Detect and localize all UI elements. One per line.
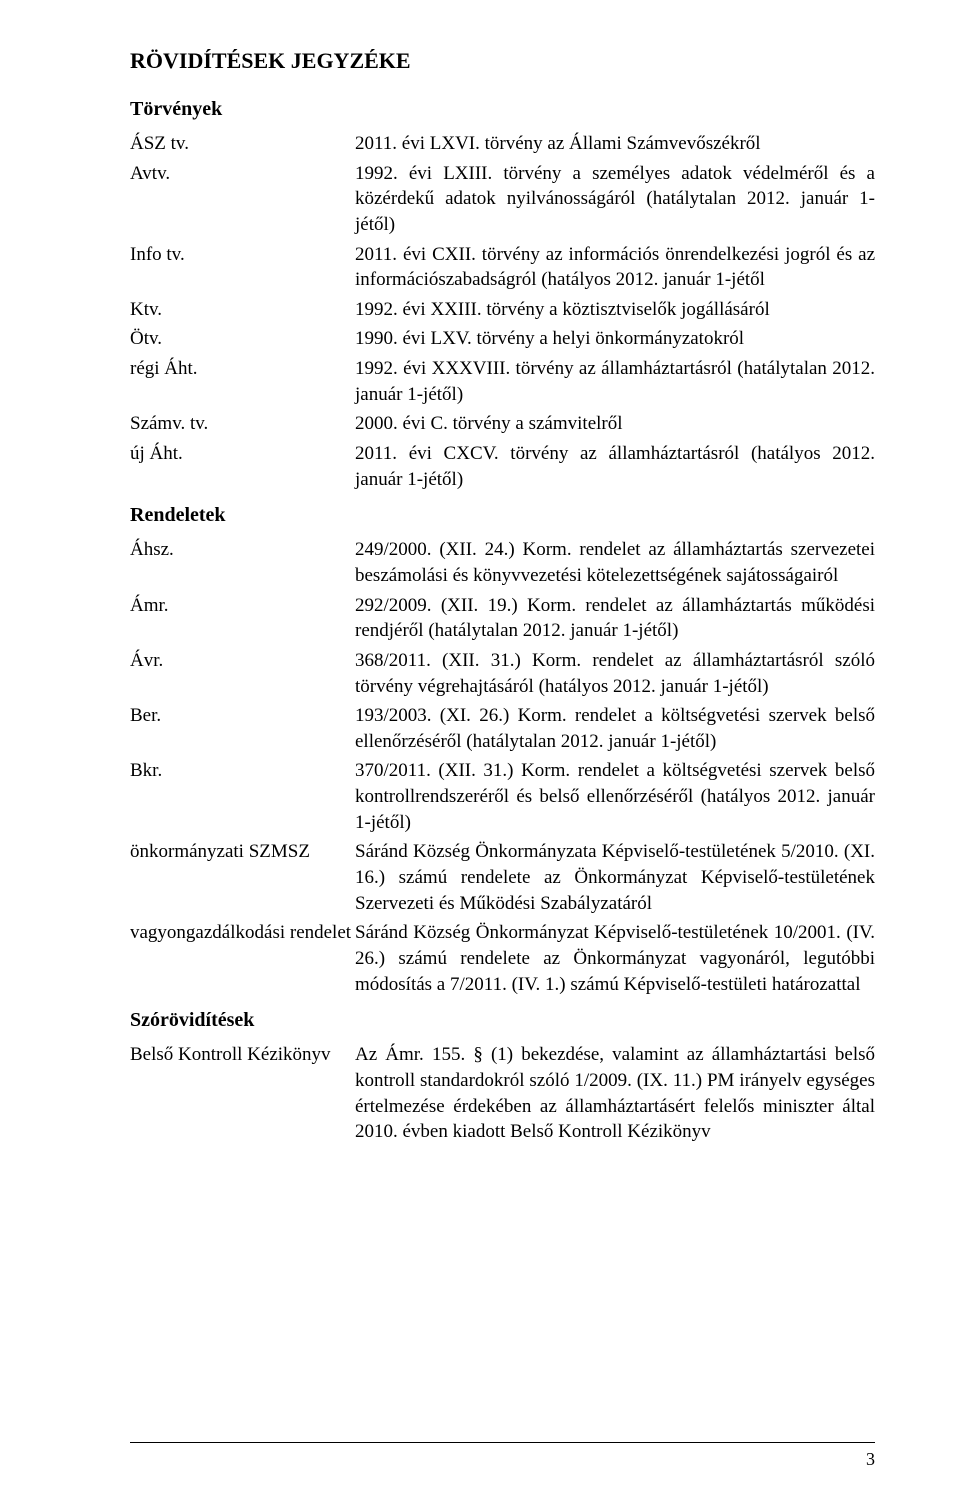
definition-row: Bkr. 370/2011. (XII. 31.) Korm. rendelet… — [130, 758, 875, 835]
definition: 1992. évi XXIII. törvény a köztisztvisel… — [355, 297, 875, 323]
document-page: RÖVIDÍTÉSEK JEGYZÉKE Törvények ÁSZ tv. 2… — [0, 0, 960, 1510]
definition: 249/2000. (XII. 24.) Korm. rendelet az á… — [355, 537, 875, 588]
definition-row: Számv. tv. 2000. évi C. törvény a számvi… — [130, 411, 875, 437]
definition: 2011. évi LXVI. törvény az Állami Számve… — [355, 131, 875, 157]
definition: 2000. évi C. törvény a számvitelről — [355, 411, 875, 437]
definition: 368/2011. (XII. 31.) Korm. rendelet az á… — [355, 648, 875, 699]
abbrev: vagyongazdálkodási rendelet — [130, 920, 355, 946]
definition-row: Avtv. 1992. évi LXIII. törvény a személy… — [130, 161, 875, 238]
definition: 292/2009. (XII. 19.) Korm. rendelet az á… — [355, 593, 875, 644]
abbrev: új Áht. — [130, 441, 355, 467]
definition-row: Ötv. 1990. évi LXV. törvény a helyi önko… — [130, 326, 875, 352]
definition-row: Info tv. 2011. évi CXII. törvény az info… — [130, 242, 875, 293]
footer-rule — [130, 1442, 875, 1443]
definition-row: önkormányzati SZMSZ Sáránd Község Önkorm… — [130, 839, 875, 916]
page-title: RÖVIDÍTÉSEK JEGYZÉKE — [130, 48, 875, 74]
page-number: 3 — [130, 1449, 875, 1470]
abbrev: ÁSZ tv. — [130, 131, 355, 157]
definition: 2011. évi CXII. törvény az információs ö… — [355, 242, 875, 293]
definition-row: Ktv. 1992. évi XXIII. törvény a köztiszt… — [130, 297, 875, 323]
abbrev: önkormányzati SZMSZ — [130, 839, 355, 865]
section-heading-regulations: Rendeletek — [130, 504, 875, 527]
abbrev: Bkr. — [130, 758, 355, 784]
abbrev: Avtv. — [130, 161, 355, 187]
definition: 193/2003. (XI. 26.) Korm. rendelet a köl… — [355, 703, 875, 754]
abbrev: Ber. — [130, 703, 355, 729]
abbrev: Info tv. — [130, 242, 355, 268]
definition-row: Ávr. 368/2011. (XII. 31.) Korm. rendelet… — [130, 648, 875, 699]
abbrev: Áhsz. — [130, 537, 355, 563]
definition-row: régi Áht. 1992. évi XXXVIII. törvény az … — [130, 356, 875, 407]
abbrev: Ötv. — [130, 326, 355, 352]
abbrev: Ktv. — [130, 297, 355, 323]
section-heading-laws: Törvények — [130, 98, 875, 121]
definition-row: ÁSZ tv. 2011. évi LXVI. törvény az Állam… — [130, 131, 875, 157]
abbrev: Belső Kontroll Kézikönyv — [130, 1042, 355, 1068]
definition: 370/2011. (XII. 31.) Korm. rendelet a kö… — [355, 758, 875, 835]
definition: Sáránd Község Önkormányzata Képviselő-te… — [355, 839, 875, 916]
definition: 1992. évi LXIII. törvény a személyes ada… — [355, 161, 875, 238]
definition: 1992. évi XXXVIII. törvény az államházta… — [355, 356, 875, 407]
definition-row: új Áht. 2011. évi CXCV. törvény az állam… — [130, 441, 875, 492]
definition-row: Ber. 193/2003. (XI. 26.) Korm. rendelet … — [130, 703, 875, 754]
definition-row: vagyongazdálkodási rendelet Sáránd Közsé… — [130, 920, 875, 997]
definition: 1990. évi LXV. törvény a helyi önkormány… — [355, 326, 875, 352]
definition: 2011. évi CXCV. törvény az államháztartá… — [355, 441, 875, 492]
section-heading-word-abbrev: Szórövidítések — [130, 1009, 875, 1032]
definition-row: Belső Kontroll Kézikönyv Az Ámr. 155. § … — [130, 1042, 875, 1145]
abbrev: Ávr. — [130, 648, 355, 674]
definition: Sáránd Község Önkormányzat Képviselő-tes… — [355, 920, 875, 997]
abbrev: Számv. tv. — [130, 411, 355, 437]
abbrev: Ámr. — [130, 593, 355, 619]
abbrev: régi Áht. — [130, 356, 355, 382]
definition: Az Ámr. 155. § (1) bekezdése, valamint a… — [355, 1042, 875, 1145]
definition-row: Ámr. 292/2009. (XII. 19.) Korm. rendelet… — [130, 593, 875, 644]
page-footer: 3 — [130, 1442, 875, 1470]
definition-row: Áhsz. 249/2000. (XII. 24.) Korm. rendele… — [130, 537, 875, 588]
